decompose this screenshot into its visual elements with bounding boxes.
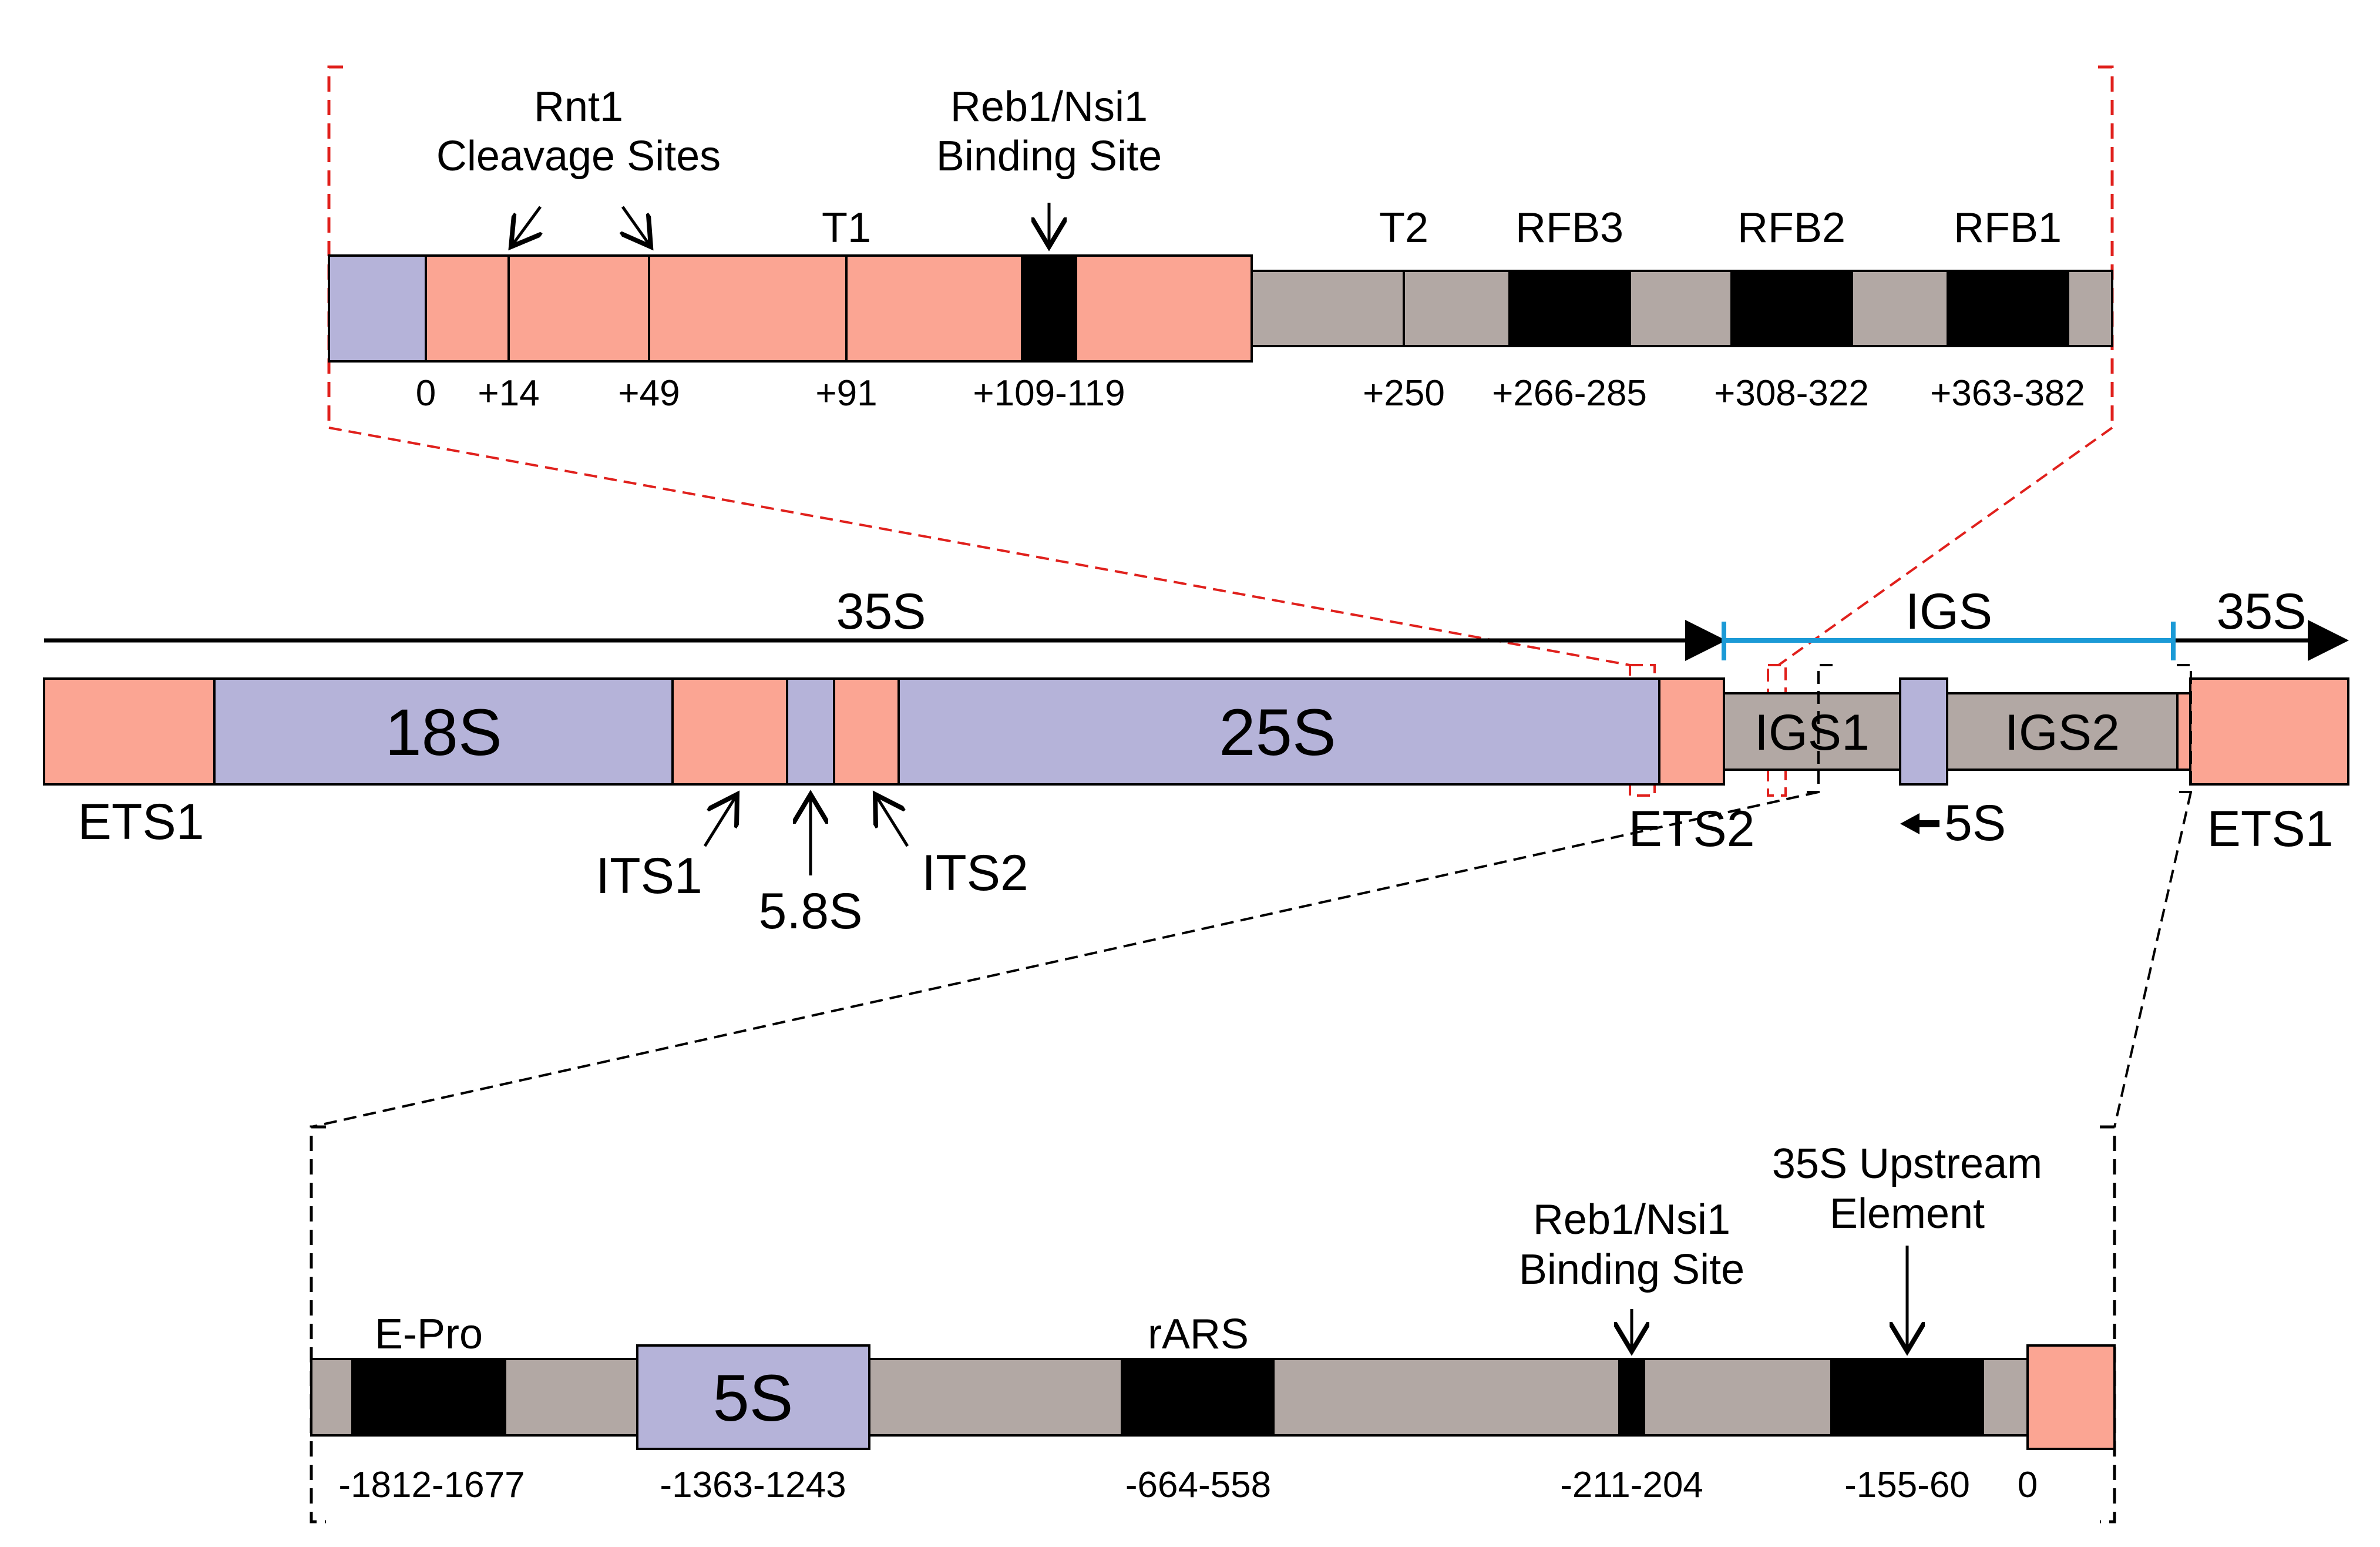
reb1-top-label-line1: Reb1/Nsi1 <box>950 83 1148 130</box>
bottom-pos-0: 0 <box>2018 1465 2038 1505</box>
top-bar-salmon-region <box>425 254 1253 363</box>
reb1-bottom-label-line2: Binding Site <box>1519 1246 1744 1293</box>
s5-segment <box>1899 677 1948 786</box>
middle-annotation-arrows <box>703 794 909 875</box>
rars-label: rARS <box>1148 1311 1249 1358</box>
its2-arrow <box>875 794 909 847</box>
label-35s-right: 35S <box>2216 583 2306 640</box>
promoter-sliver <box>2176 692 2191 771</box>
bottom-arrows <box>1632 1246 1907 1351</box>
t1-label: T1 <box>822 204 871 251</box>
its2-segment <box>833 677 900 786</box>
igs2-label: IGS2 <box>2005 704 2120 761</box>
ets1-left-label: ETS1 <box>78 794 204 850</box>
bottom-pos-rars: -664-558 <box>1125 1465 1271 1505</box>
top-pos-266-285: +266-285 <box>1492 373 1647 414</box>
top-zoom-bracket <box>327 65 2114 428</box>
bottom-bar <box>310 1344 2116 1450</box>
ets2-segment <box>1658 677 1725 786</box>
bottom-pos-upstream: -155-60 <box>1844 1465 1970 1505</box>
rfb1-label: RFB1 <box>1954 204 2062 251</box>
bottom-zoom-connectors <box>311 664 2192 1128</box>
its1-arrow <box>703 794 737 847</box>
rnt1-label-line2: Cleavage Sites <box>436 133 721 180</box>
epro-block <box>351 1358 506 1437</box>
top-pos-363-382: +363-382 <box>1930 373 2085 414</box>
t2-label: T2 <box>1379 204 1428 251</box>
ets1-right-label: ETS1 <box>2207 801 2333 857</box>
rnt1-arrow-right <box>623 206 651 247</box>
top-pos-14: +14 <box>478 373 539 414</box>
bottom-pos-reb1: -211-204 <box>1560 1465 1703 1505</box>
rfb3-block <box>1508 270 1631 347</box>
bottom-5s-label: 5S <box>713 1361 794 1435</box>
rars-block <box>1121 1358 1275 1437</box>
bottom-5s-block <box>636 1344 870 1450</box>
label-35s-left: 35S <box>836 583 926 640</box>
top-pos-109-119: +109-119 <box>973 373 1125 414</box>
ets1-right-segment <box>2189 677 2349 786</box>
top-pos-91: +91 <box>815 373 877 414</box>
top-zoom-panel: Rnt1 Cleavage Sites Reb1/Nsi1 Binding Si… <box>327 65 2114 428</box>
upstream-label-line1: 35S Upstream <box>1772 1140 2042 1187</box>
igs1-segment <box>1723 692 1901 771</box>
reb1-bottom-block <box>1618 1358 1645 1437</box>
upstream-label-line2: Element <box>1830 1190 1985 1237</box>
middle-rdna-unit: 35S IGS 35S 18S 25S IGS1 IGS2 <box>43 583 2349 939</box>
rfb2-block <box>1730 270 1853 347</box>
its2-label: ITS2 <box>922 845 1028 901</box>
top-bar <box>328 254 2113 363</box>
epro-label: E-Pro <box>375 1311 483 1358</box>
rfb1-block <box>1947 270 2069 347</box>
reb1-bottom-label-line1: Reb1/Nsi1 <box>1533 1196 1730 1243</box>
s25-label: 25S <box>1219 696 1336 769</box>
bottom-pos-epro: -1812-1677 <box>338 1465 525 1505</box>
igs-zoom-right-bracket <box>2177 664 2192 793</box>
ets1-left-segment <box>43 677 216 786</box>
igs1-label: IGS1 <box>1754 704 1870 761</box>
top-pos-250: +250 <box>1363 373 1445 414</box>
s5-direction-arrow <box>1900 813 1939 834</box>
s58-segment <box>786 677 835 786</box>
igs-zoom-left-bracket <box>1804 664 1833 793</box>
bottom-pos-5s: -1363-1243 <box>660 1465 846 1505</box>
label-igs: IGS <box>1905 583 1992 640</box>
its1-label: ITS1 <box>596 848 702 904</box>
s58-label: 5.8S <box>759 883 863 939</box>
top-pos-49: +49 <box>618 373 680 414</box>
s25-segment <box>897 677 1660 786</box>
its1-segment <box>671 677 788 786</box>
upstream-element-block <box>1830 1358 1984 1437</box>
s18-label: 18S <box>385 696 502 769</box>
s18-segment <box>213 677 674 786</box>
reb1-binding-site-block <box>1021 254 1077 363</box>
top-pos-308-322: +308-322 <box>1714 373 1869 414</box>
rnt1-label-line1: Rnt1 <box>534 83 623 130</box>
bottom-zoom-bracket <box>310 1125 2116 1523</box>
s5-middle-label: 5S <box>1944 795 2006 851</box>
top-bar-lavender-start <box>328 254 427 363</box>
bottom-bar-salmon-end <box>2026 1344 2116 1450</box>
rfb3-label: RFB3 <box>1515 204 1623 251</box>
rfb2-label: RFB2 <box>1737 204 1845 251</box>
bottom-zoom-panel: E-Pro 5S rARS Reb1/Nsi1 Binding Site 35S… <box>310 1125 2116 1523</box>
igs-bracket <box>1722 622 2176 660</box>
top-arrows <box>511 203 1049 247</box>
reb1-top-label-line2: Binding Site <box>936 133 1162 180</box>
top-pos-0: 0 <box>416 373 436 414</box>
rnt1-arrow-left <box>511 206 540 247</box>
